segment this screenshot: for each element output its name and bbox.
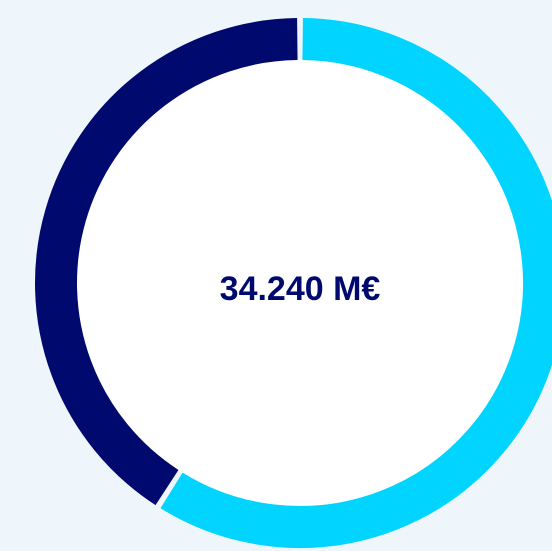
donut-segment: [35, 18, 298, 506]
center-label: 34.240 M€: [220, 270, 381, 308]
donut-segment: [160, 18, 552, 548]
donut-center: [76, 59, 524, 507]
segments: [35, 18, 552, 548]
